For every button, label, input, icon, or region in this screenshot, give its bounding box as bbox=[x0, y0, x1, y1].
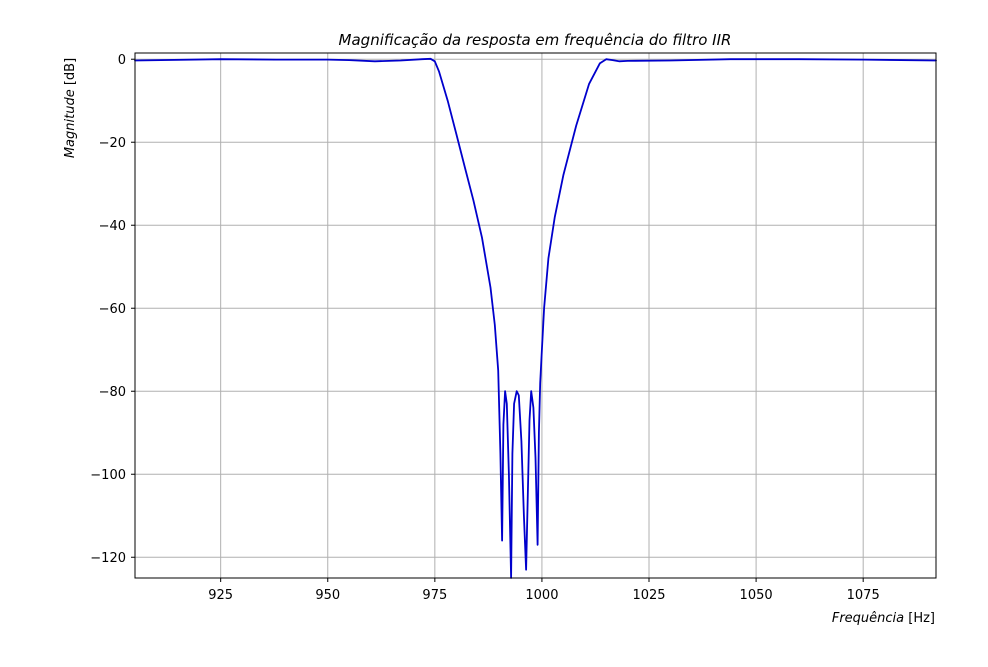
y-axis-label: Magnitude [dB] bbox=[63, 58, 78, 158]
chart-title: Magnificação da resposta em frequência d… bbox=[339, 31, 732, 49]
y-tick-label: −120 bbox=[90, 551, 126, 566]
x-tick-label: 1050 bbox=[740, 588, 773, 603]
y-tick-label: −40 bbox=[99, 219, 126, 234]
y-tick-label: −20 bbox=[99, 136, 126, 151]
x-tick-label: 950 bbox=[315, 588, 340, 603]
series-group bbox=[134, 57, 937, 579]
y-axis: 0 −20 −40 −60 −80 −100 −120 bbox=[90, 53, 135, 566]
series-line bbox=[134, 57, 937, 579]
x-tick-label: 925 bbox=[208, 588, 233, 603]
y-tick-label: −80 bbox=[99, 385, 126, 400]
x-tick-label: 1025 bbox=[632, 588, 665, 603]
plot-background bbox=[135, 53, 936, 578]
y-tick-label: 0 bbox=[118, 53, 126, 68]
x-tick-label: 975 bbox=[422, 588, 447, 603]
x-tick-label: 1075 bbox=[847, 588, 880, 603]
x-axis: 925 950 975 1000 1025 1050 1075 bbox=[208, 578, 880, 603]
x-axis-label: Frequência [Hz] bbox=[832, 611, 935, 626]
y-tick-label: −60 bbox=[99, 302, 126, 317]
plot-frame bbox=[134, 52, 937, 579]
x-tick-label: 1000 bbox=[525, 588, 558, 603]
y-tick-label: −100 bbox=[90, 468, 126, 483]
